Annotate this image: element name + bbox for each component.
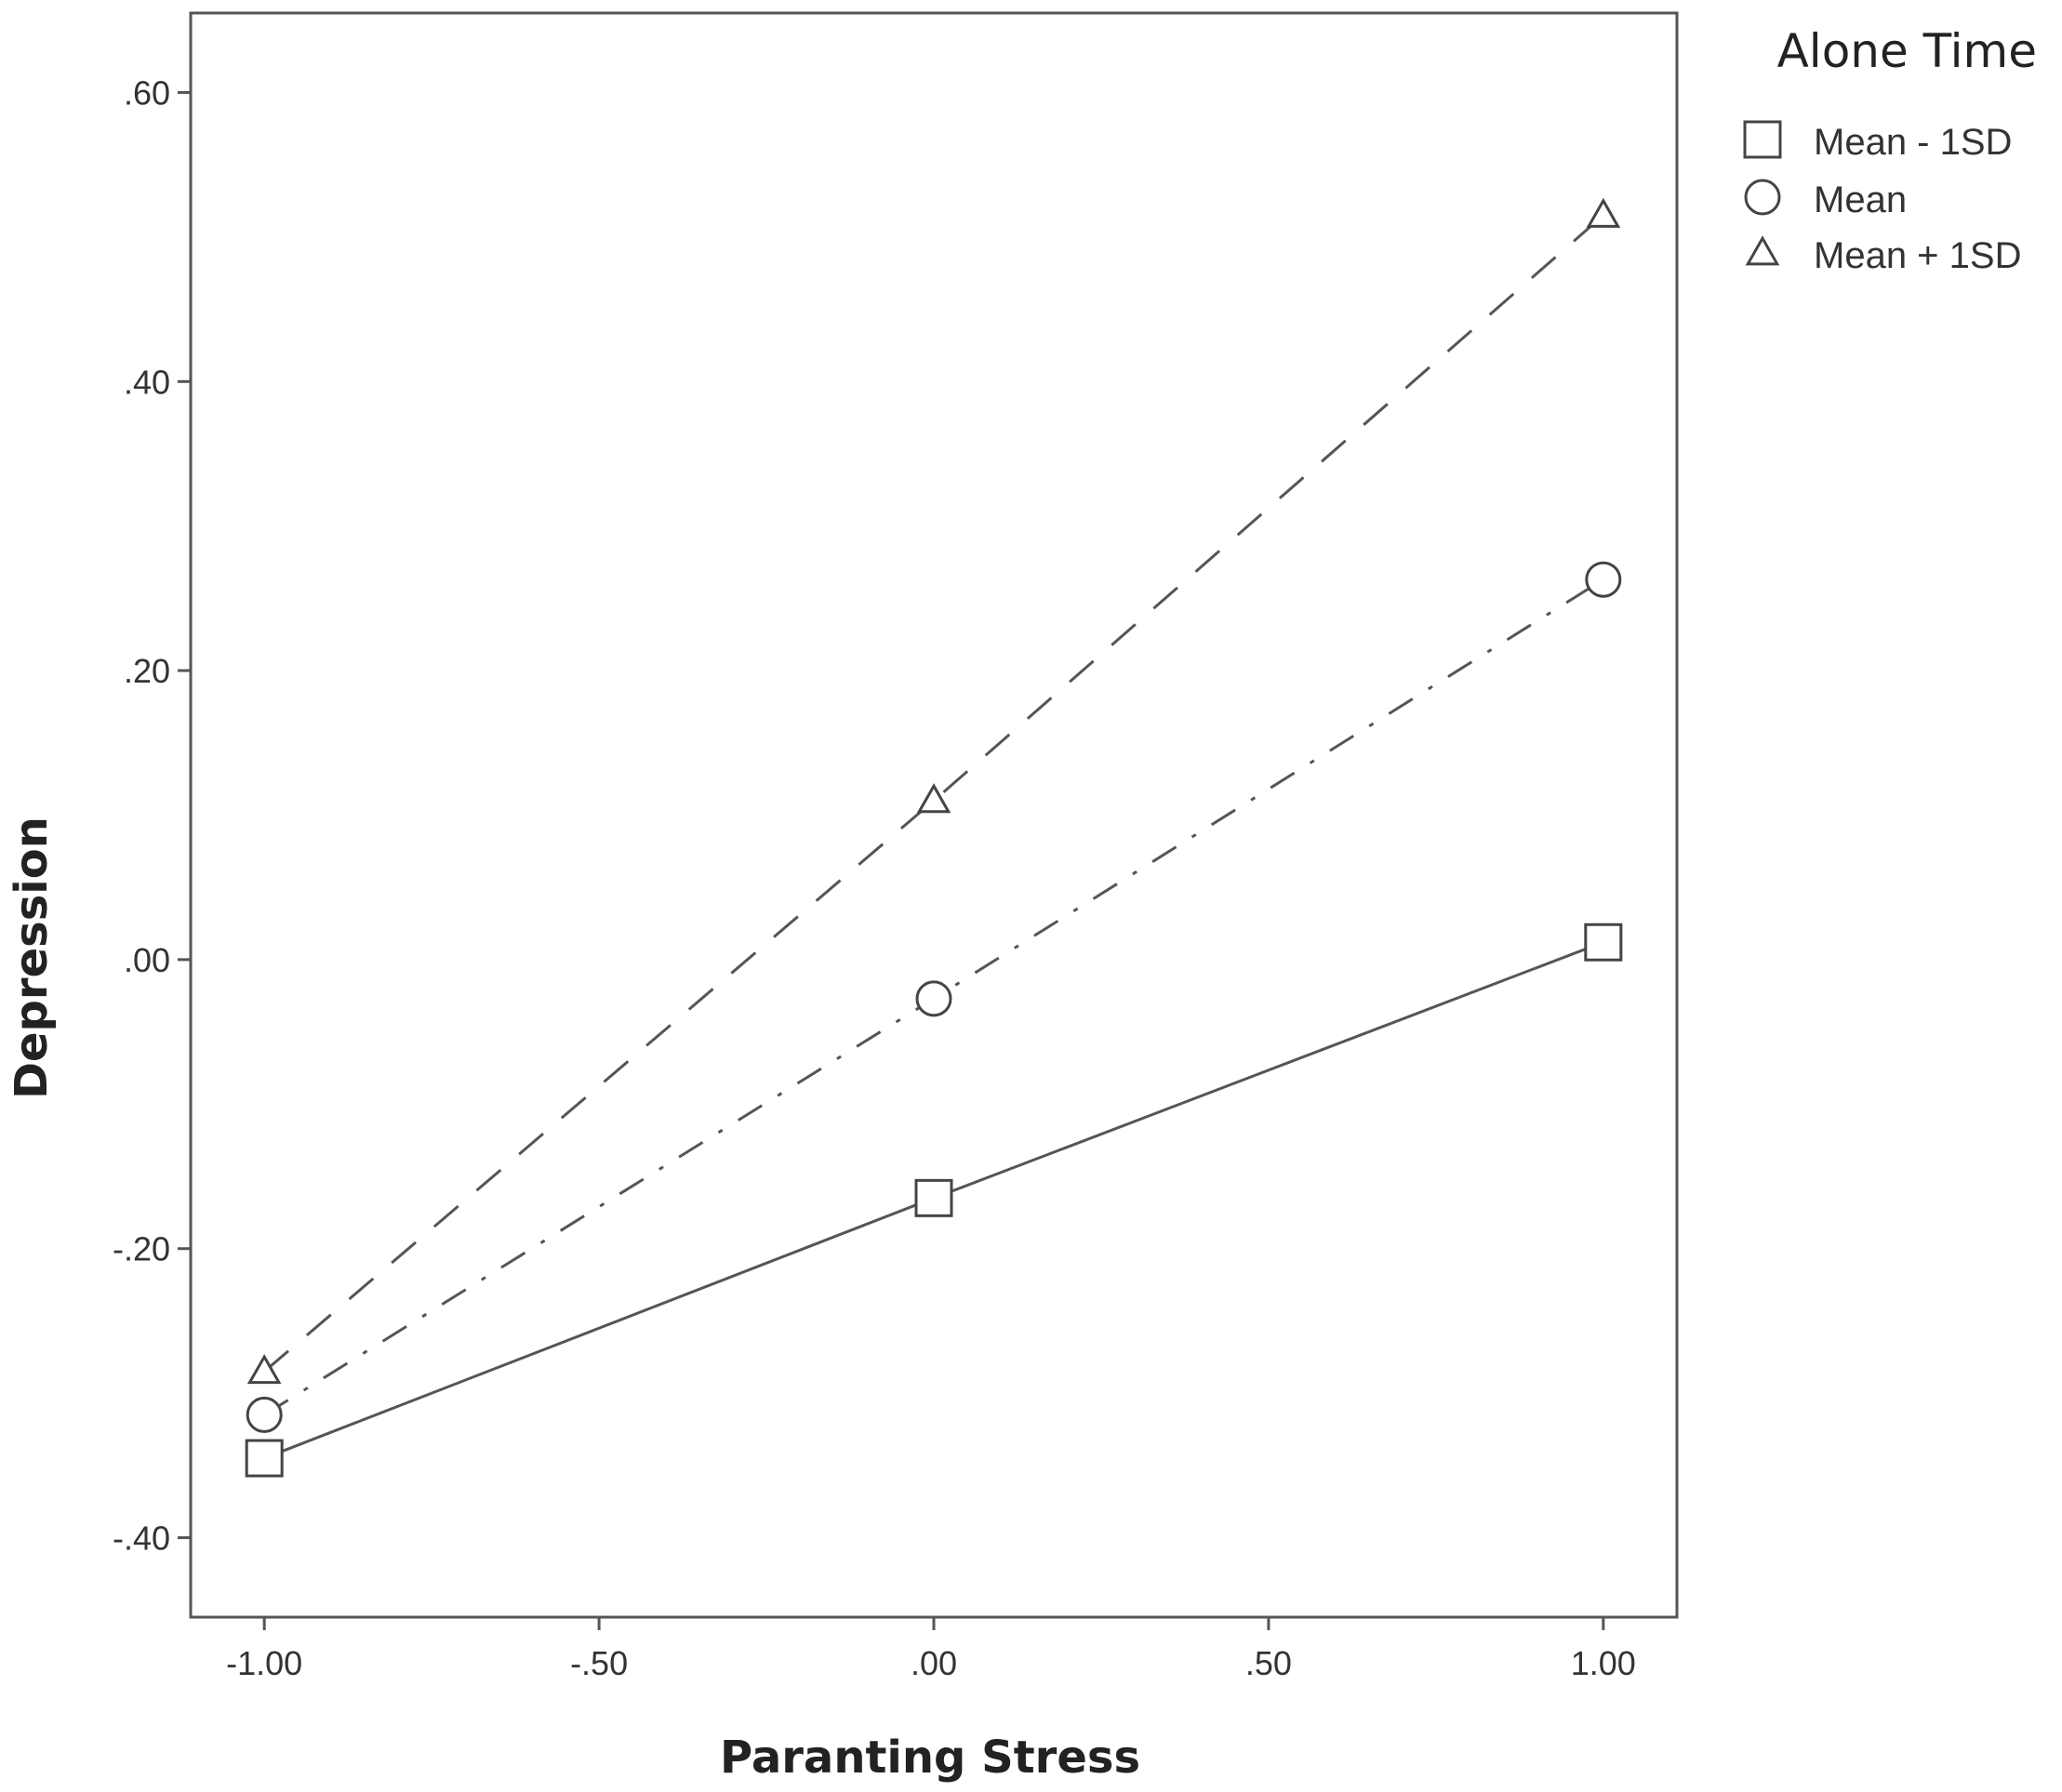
y-tick-label: -.40	[113, 1520, 170, 1558]
legend: Alone Time Mean - 1SD Mean Mean + 1SD	[1743, 24, 2037, 276]
data-point-circle	[915, 980, 952, 1017]
markers-group	[245, 197, 1623, 1478]
legend-label: Mean	[1814, 179, 1907, 220]
y-tick-label: .40	[124, 363, 170, 401]
legend-marker-square	[1743, 120, 1782, 159]
legend-label: Mean + 1SD	[1814, 235, 2021, 276]
data-point-triangle	[246, 1354, 282, 1385]
y-tick-label: .20	[124, 652, 170, 690]
data-point-triangle	[916, 783, 951, 814]
series-group	[263, 214, 1604, 1460]
y-tick-label: .60	[124, 73, 170, 112]
x-tick-label: 1.00	[1571, 1644, 1636, 1682]
data-point-square	[245, 1439, 284, 1478]
legend-marker-triangle	[1745, 235, 1780, 266]
x-tick-label: .00	[911, 1644, 957, 1682]
y-axis-title: Depression	[6, 816, 58, 1099]
data-point-square	[1584, 923, 1623, 962]
legend-label: Mean - 1SD	[1814, 122, 2012, 163]
x-tick-label: .50	[1245, 1644, 1292, 1682]
data-point-circle	[1585, 561, 1622, 598]
data-point-square	[914, 1178, 953, 1217]
data-point-triangle	[1586, 197, 1621, 228]
legend-title: Alone Time	[1777, 24, 2037, 78]
series-line-triangle	[263, 214, 1604, 1373]
data-point-circle	[246, 1396, 283, 1433]
x-axis-title: Paranting Stress	[720, 1732, 1140, 1784]
legend-marker-circle	[1744, 179, 1781, 216]
y-tick-label: -.20	[113, 1230, 170, 1268]
x-tick-label: -.50	[570, 1644, 628, 1682]
axis-titles-group: Paranting Stress Depression	[6, 816, 1140, 1784]
y-tick-label: .00	[124, 941, 170, 979]
x-tick-label: -1.00	[226, 1644, 302, 1682]
plot-frame-group	[189, 11, 1679, 1619]
plot-frame	[189, 11, 1679, 1619]
axis-ticks-group: -.40 -.20 .00 .20 .40 .60 -1.00 -.50 .00 .50 1.00	[113, 73, 1636, 1682]
